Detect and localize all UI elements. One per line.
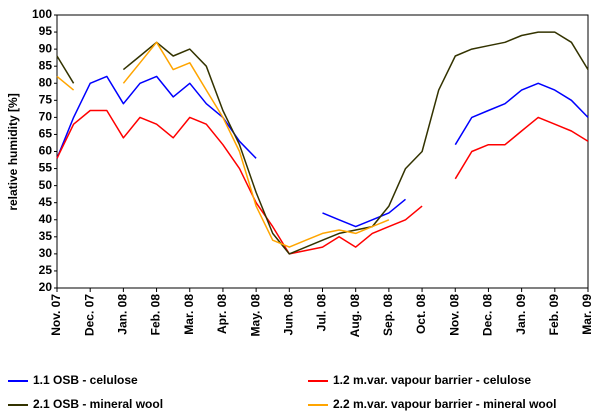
x-tick-label: Aug. 08: [348, 294, 362, 338]
x-tick-label: Dec. 07: [82, 294, 96, 336]
y-tick-label: 20: [39, 280, 53, 294]
legend-label: 1.1 OSB - celulose: [33, 373, 138, 387]
legend-label: 1.2 m.var. vapour barrier - celulose: [333, 373, 531, 387]
y-tick-label: 35: [39, 229, 53, 243]
series-line: [56, 75, 589, 228]
y-tick-label: 80: [39, 75, 53, 89]
x-tick-label: Mar. 08: [182, 294, 196, 335]
x-tick-label: Jan. 08: [116, 294, 130, 335]
y-tick-label: 100: [32, 7, 52, 21]
series-line: [56, 109, 589, 255]
legend-label: 2.1 OSB - mineral wool: [33, 397, 163, 411]
y-tick-label: 45: [39, 195, 53, 209]
y-tick-label: 65: [39, 127, 53, 141]
x-tick-label: Jun. 08: [281, 294, 295, 336]
y-tick-label: 90: [39, 41, 53, 55]
y-axis-label: relative humidity [%]: [6, 93, 20, 210]
legend-label: 2.2 m.var. vapour barrier - mineral wool: [333, 397, 556, 411]
x-tick-label: Nov. 08: [447, 294, 461, 336]
y-tick-label: 55: [39, 161, 53, 175]
x-tick-label: Jan. 09: [514, 294, 528, 335]
x-tick-label: May. 08: [248, 294, 262, 337]
y-tick-label: 60: [39, 144, 53, 158]
x-tick-label: Jul. 08: [315, 294, 329, 332]
x-tick-label: Oct. 08: [414, 294, 428, 334]
y-tick-label: 25: [39, 263, 53, 277]
y-tick-label: 85: [39, 58, 53, 72]
y-tick-label: 95: [39, 24, 53, 38]
y-tick-label: 50: [39, 178, 53, 192]
x-tick-label: Feb. 09: [547, 294, 561, 336]
x-tick-label: Mar. 09: [580, 294, 594, 335]
y-tick-label: 75: [39, 92, 53, 106]
x-tick-label: Dec. 08: [481, 294, 495, 336]
y-tick-label: 30: [39, 246, 53, 260]
x-tick-label: Nov. 07: [49, 294, 63, 336]
series-line: [56, 31, 589, 255]
x-tick-label: Sep. 08: [381, 294, 395, 336]
x-tick-label: Feb. 08: [149, 294, 163, 336]
series-line: [56, 41, 390, 248]
y-tick-label: 70: [39, 110, 53, 124]
y-tick-label: 40: [39, 212, 53, 226]
x-tick-label: Apr. 08: [215, 294, 229, 334]
